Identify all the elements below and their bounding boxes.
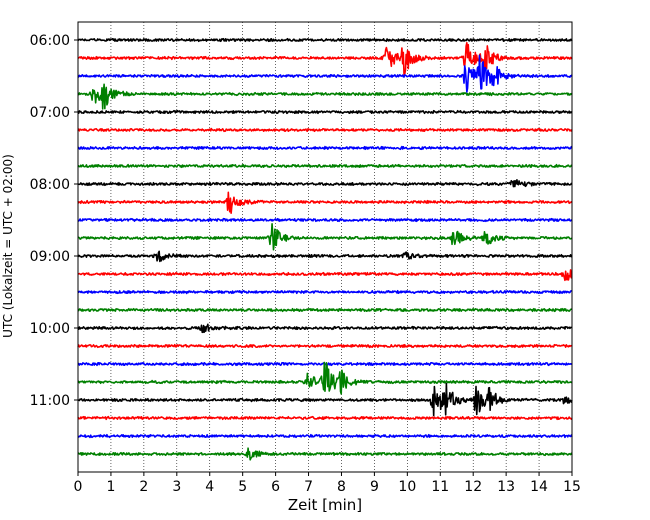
- x-tick-label: 5: [238, 479, 247, 495]
- seismogram-trace: [77, 217, 573, 223]
- x-tick-label: 6: [271, 479, 280, 495]
- seismogram-trace: [77, 109, 573, 115]
- x-tick-label: 14: [530, 479, 548, 495]
- y-tick-label: 10:00: [30, 321, 70, 337]
- seismogram-trace: [77, 145, 573, 151]
- seismogram-trace: [77, 54, 573, 93]
- x-tick-label: 2: [139, 479, 148, 495]
- seismogram-traces: [77, 37, 573, 461]
- grid: [110, 22, 540, 472]
- seismogram-trace: [77, 307, 573, 313]
- seismogram-trace: [77, 223, 573, 251]
- x-tick-label: 11: [431, 479, 449, 495]
- y-tick-label: 09:00: [30, 249, 70, 265]
- seismogram-trace: [77, 163, 573, 169]
- y-tick-label: 11:00: [30, 393, 70, 409]
- x-tick-label: 8: [337, 479, 346, 495]
- seismogram-trace: [77, 415, 573, 421]
- x-tick-label: 15: [563, 479, 581, 495]
- x-tick-label: 4: [205, 479, 214, 495]
- seismogram-trace: [77, 250, 573, 263]
- seismogram-trace: [77, 269, 573, 282]
- seismogram-trace: [77, 41, 573, 77]
- x-tick-label: 13: [497, 479, 515, 495]
- seismogram-trace: [77, 83, 573, 110]
- seismogram-trace: [77, 447, 573, 461]
- seismogram-trace: [77, 382, 573, 417]
- y-tick-label: 06:00: [30, 33, 70, 49]
- x-tick-label: 7: [304, 479, 313, 495]
- plot-frame: [77, 21, 573, 473]
- x-tick-label: 1: [106, 479, 115, 495]
- seismogram-trace: [77, 127, 573, 133]
- x-axis-label: Zeit [min]: [288, 496, 362, 514]
- x-axis: 0 1 2 3 4 5 6 7 8 9 10 11 12 13 14 15: [74, 472, 581, 495]
- seismogram-trace: [77, 343, 573, 349]
- x-tick-label: 10: [398, 479, 416, 495]
- x-tick-label: 12: [464, 479, 482, 495]
- y-tick-label: 08:00: [30, 177, 70, 193]
- seismogram-trace: [77, 179, 573, 188]
- seismogram-trace: [77, 191, 573, 215]
- seismogram-trace: [77, 433, 573, 439]
- x-tick-label: 9: [370, 479, 379, 495]
- seismogram-trace: [77, 289, 573, 295]
- seismogram-trace: [77, 361, 573, 395]
- y-axis: 06:00 07:00 08:00 09:00 10:00 11:00: [30, 33, 78, 409]
- y-tick-label: 07:00: [30, 105, 70, 121]
- seismogram-trace: [77, 37, 573, 43]
- x-tick-label: 0: [74, 479, 83, 495]
- seismogram-trace: [77, 323, 573, 334]
- y-axis-label: UTC (Lokalzeit = UTC + 02:00): [1, 154, 15, 338]
- x-tick-label: 3: [172, 479, 181, 495]
